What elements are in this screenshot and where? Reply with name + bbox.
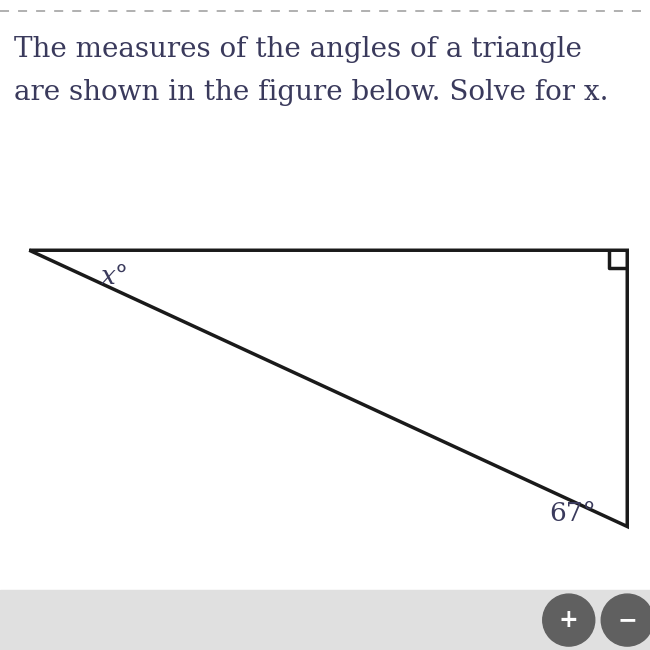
Text: 67°: 67° — [549, 501, 596, 526]
Circle shape — [601, 594, 650, 646]
Text: are shown in the figure below. Solve for x.: are shown in the figure below. Solve for… — [14, 79, 609, 107]
Text: x°: x° — [101, 264, 129, 289]
Circle shape — [543, 594, 595, 646]
Text: +: + — [559, 608, 578, 632]
Text: −: − — [618, 608, 637, 632]
Bar — [0, 590, 650, 650]
Text: The measures of the angles of a triangle: The measures of the angles of a triangle — [14, 36, 582, 63]
